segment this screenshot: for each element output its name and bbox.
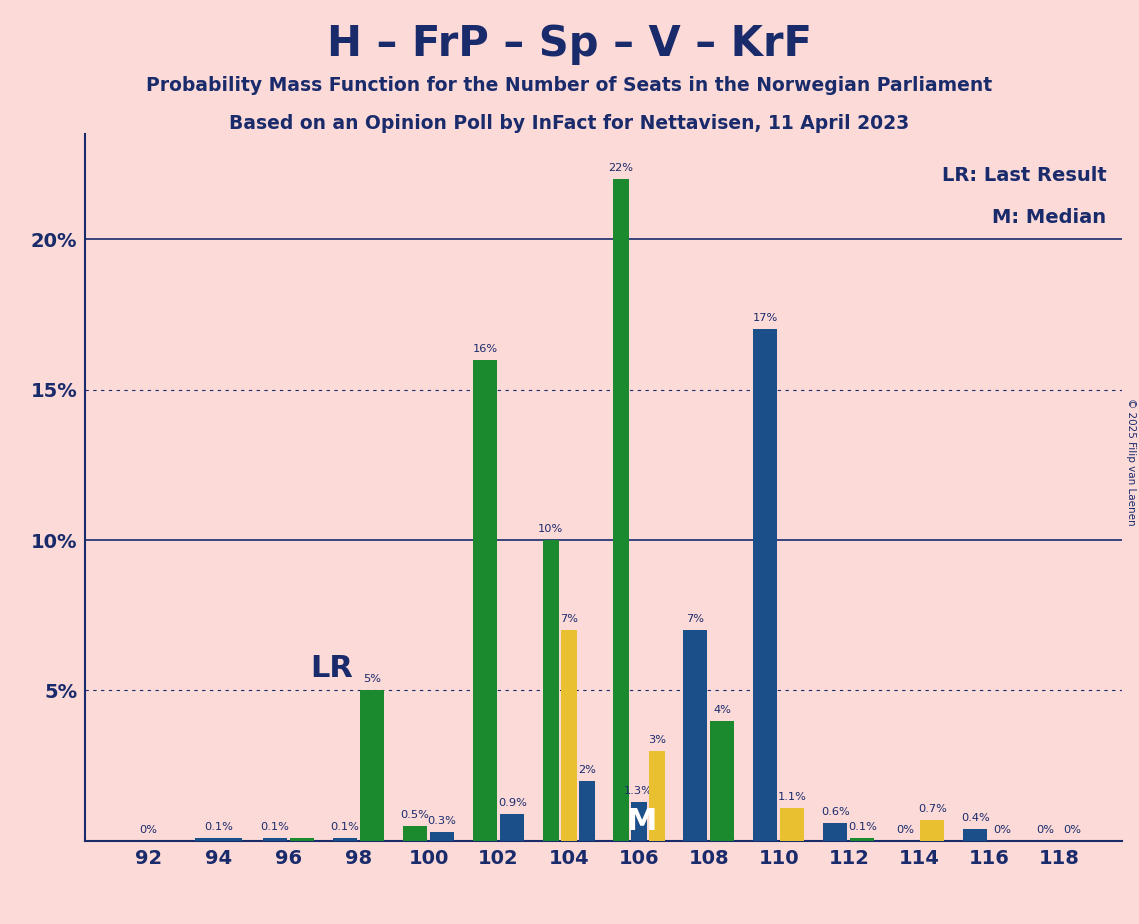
Bar [920,820,944,841]
Bar [683,630,707,841]
Text: 0.1%: 0.1% [261,821,289,832]
Bar [753,330,777,841]
Bar [560,630,576,841]
Text: 7%: 7% [686,614,704,625]
Text: M: M [626,808,657,836]
Text: 7%: 7% [559,614,577,625]
Bar [195,838,243,841]
Bar [579,781,595,841]
Text: 16%: 16% [473,344,498,354]
Bar [500,814,524,841]
Text: 0.5%: 0.5% [401,809,429,820]
Text: 0.7%: 0.7% [918,804,947,814]
Bar [823,822,847,841]
Bar [542,540,558,841]
Text: 22%: 22% [608,163,633,173]
Bar [403,826,427,841]
Text: 0.6%: 0.6% [821,807,850,817]
Bar [473,359,497,841]
Text: 0.9%: 0.9% [498,797,526,808]
Text: LR: LR [310,654,353,683]
Text: 0%: 0% [1064,825,1081,834]
Bar [613,179,629,841]
Bar [964,829,988,841]
Bar [360,690,384,841]
Text: 0%: 0% [993,825,1011,834]
Bar [631,802,647,841]
Text: 3%: 3% [648,735,666,745]
Text: 2%: 2% [577,765,596,774]
Text: 1.1%: 1.1% [778,792,806,802]
Bar [290,838,314,841]
Text: 0.1%: 0.1% [847,821,877,832]
Text: 0.1%: 0.1% [330,821,360,832]
Text: 0%: 0% [139,825,157,834]
Bar [431,832,454,841]
Bar [711,721,735,841]
Text: 0.3%: 0.3% [428,816,457,826]
Text: 17%: 17% [753,313,778,323]
Text: H – FrP – Sp – V – KrF: H – FrP – Sp – V – KrF [327,23,812,65]
Text: © 2025 Filip van Laenen: © 2025 Filip van Laenen [1126,398,1136,526]
Text: M: Median: M: Median [992,208,1106,227]
Text: 5%: 5% [363,675,382,685]
Text: Based on an Opinion Poll by InFact for Nettavisen, 11 April 2023: Based on an Opinion Poll by InFact for N… [229,114,910,133]
Text: Probability Mass Function for the Number of Seats in the Norwegian Parliament: Probability Mass Function for the Number… [147,76,992,95]
Bar [333,838,357,841]
Bar [649,750,665,841]
Text: 0%: 0% [896,825,915,834]
Bar [780,808,804,841]
Text: 1.3%: 1.3% [624,785,653,796]
Text: 0.1%: 0.1% [204,821,232,832]
Bar [851,838,875,841]
Text: 0%: 0% [1036,825,1055,834]
Bar [263,838,287,841]
Text: LR: Last Result: LR: Last Result [942,165,1106,185]
Text: 0.4%: 0.4% [961,813,990,822]
Text: 4%: 4% [713,704,731,714]
Text: 10%: 10% [538,524,563,534]
